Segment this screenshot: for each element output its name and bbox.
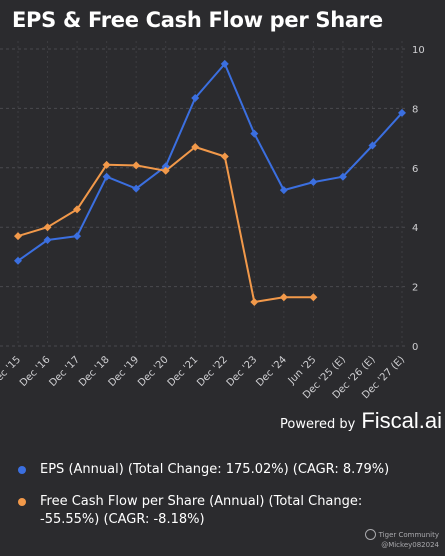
eps-point	[279, 186, 288, 195]
eps-point	[338, 172, 347, 181]
legend-item-eps[interactable]: EPS (Annual) (Total Change: 175.02%) (CA…	[18, 461, 400, 479]
fcf-point	[220, 152, 229, 161]
watermark: Tiger Community @Mickey082024	[364, 529, 439, 550]
x-tick-label: Dec '22	[195, 354, 230, 389]
eps-point	[191, 94, 200, 103]
watermark-user: @Mickey082024	[381, 541, 439, 549]
chart-title: EPS & Free Cash Flow per Share	[12, 8, 383, 32]
eps-line	[17, 62, 403, 262]
fcf-point	[14, 232, 22, 241]
legend-item-fcf[interactable]: Free Cash Flow per Share (Annual) (Total…	[18, 493, 400, 529]
x-tick-label: Dec '23	[225, 354, 260, 389]
eps-point	[132, 184, 141, 193]
y-tick-label: 2	[412, 283, 418, 294]
x-tick-label: Dec '18	[77, 354, 112, 389]
eps-point	[43, 235, 52, 244]
fcf-point	[161, 166, 170, 175]
eps-point	[73, 232, 82, 241]
y-tick-label: 0	[412, 342, 418, 353]
fcf-point	[132, 161, 141, 170]
y-tick-label: 4	[412, 223, 418, 234]
fcf-point	[279, 293, 288, 302]
fcf-point	[102, 160, 111, 169]
tiger-logo-icon	[364, 529, 376, 540]
eps-point	[102, 172, 111, 181]
legend-label-fcf: Free Cash Flow per Share (Annual) (Total…	[40, 494, 363, 527]
brand-logo[interactable]: Fiscal.ai	[361, 408, 443, 433]
eps-point	[14, 256, 22, 265]
eps-point	[368, 141, 377, 150]
powered-by: Powered by Fiscal.ai	[280, 408, 442, 434]
fcf-point	[43, 223, 52, 232]
eps-legend-marker	[18, 466, 26, 474]
fcf-point	[250, 298, 259, 307]
x-tick-label: Dec '20	[136, 354, 171, 389]
fcf-point	[191, 143, 200, 152]
eps-point	[309, 178, 318, 187]
legend-label-eps: EPS (Annual) (Total Change: 175.02%) (CA…	[40, 462, 390, 477]
x-tick-label: Dec '19	[107, 354, 142, 389]
x-tick-label: Dec '24	[254, 354, 289, 389]
x-tick-label: Dec '21	[166, 354, 201, 389]
eps-point	[250, 129, 259, 138]
y-tick-label: 8	[412, 104, 418, 115]
watermark-community: Tiger Community	[378, 530, 439, 539]
eps-point	[220, 59, 229, 68]
eps-point	[398, 108, 406, 117]
x-tick-label: Dec '16	[18, 354, 53, 389]
fcf-point	[73, 205, 82, 214]
x-tick-label: Dec '17	[48, 354, 83, 389]
eps-point	[161, 162, 170, 171]
fcf-point	[309, 293, 318, 302]
y-tick-label: 10	[412, 45, 425, 56]
fcf-legend-marker	[18, 498, 26, 506]
powered-by-label: Powered by	[280, 417, 356, 432]
y-tick-label: 6	[412, 164, 418, 175]
